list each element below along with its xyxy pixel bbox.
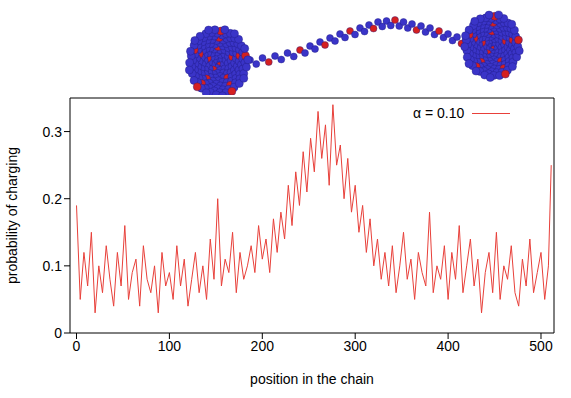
svg-text:0.3: 0.3 (43, 124, 63, 140)
svg-text:300: 300 (344, 338, 368, 354)
svg-text:0: 0 (73, 338, 81, 354)
svg-text:500: 500 (529, 338, 553, 354)
svg-text:0.1: 0.1 (43, 258, 63, 274)
html-text:α = 0.10: α = 0.10 (413, 105, 465, 121)
svg-text:0.2: 0.2 (43, 191, 63, 207)
svg-text:100: 100 (158, 338, 182, 354)
svg-text:probability of charging: probability of charging (4, 147, 20, 284)
svg-text:0: 0 (54, 325, 62, 341)
svg-text:position in the chain: position in the chain (250, 371, 374, 387)
svg-text:400: 400 (436, 338, 460, 354)
svg-text:200: 200 (251, 338, 275, 354)
